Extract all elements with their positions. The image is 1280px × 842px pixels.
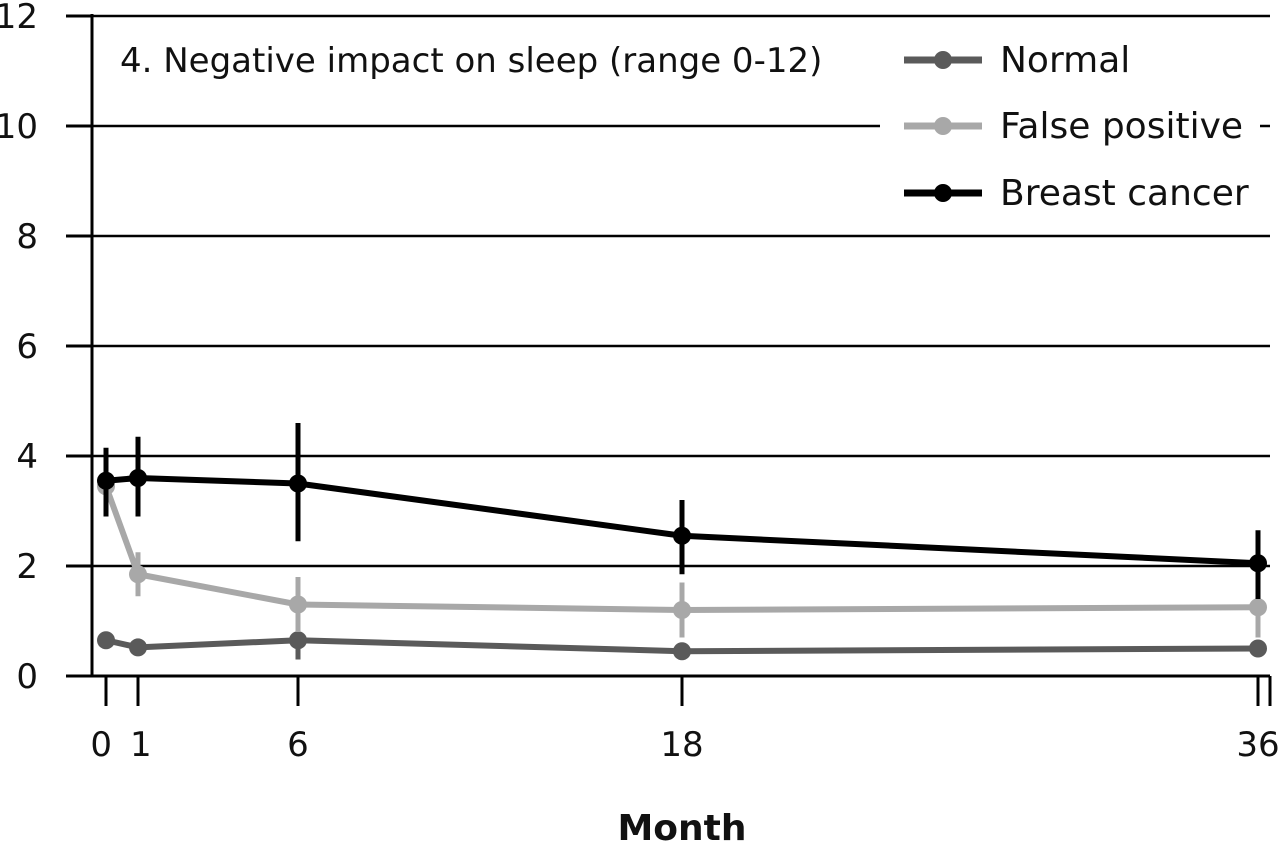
chart-title: 4. Negative impact on sleep (range 0-12) (120, 41, 822, 81)
y-tick-label-10: 10 (0, 107, 38, 147)
y-tick-label-2: 2 (16, 547, 38, 587)
legend-label-false-positive: False positive (1000, 106, 1243, 147)
data-point-false-positive-6 (289, 595, 307, 614)
data-point-breast-cancer-36 (1249, 554, 1267, 573)
legend-marker-normal (934, 51, 952, 69)
x-tick-label-0: 0 (90, 725, 112, 765)
series-layer (97, 423, 1267, 661)
y-tick-label-0: 0 (16, 657, 38, 697)
data-point-false-positive-18 (673, 601, 691, 619)
x-tick-label-1: 1 (130, 725, 152, 765)
data-point-breast-cancer-18 (673, 526, 691, 545)
data-point-normal-36 (1249, 639, 1267, 658)
grid-lines (92, 14, 1270, 568)
legend-marker-false-positive (934, 117, 952, 135)
y-tick-label-12: 12 (0, 0, 38, 37)
y-tick-label-6: 6 (16, 327, 38, 367)
x-axis-title: Month (617, 808, 746, 842)
legend-label-normal: Normal (1000, 40, 1130, 81)
legend: Normal False positive Breast cancer (904, 40, 1249, 214)
data-point-false-positive-36 (1249, 598, 1267, 617)
data-point-normal-0 (97, 631, 115, 650)
x-tick-label-18: 18 (660, 725, 703, 765)
legend-label-breast-cancer: Breast cancer (1000, 173, 1249, 214)
data-point-false-positive-1 (129, 565, 147, 584)
title-background (110, 36, 870, 106)
data-point-normal-18 (673, 642, 691, 661)
data-point-breast-cancer-6 (289, 474, 307, 493)
legend-marker-breast-cancer (934, 184, 952, 202)
x-tick-label-6: 6 (287, 725, 309, 765)
data-point-normal-6 (289, 631, 307, 650)
y-tick-label-4: 4 (16, 437, 38, 477)
data-point-normal-1 (129, 638, 147, 657)
x-tick-label-36: 36 (1236, 725, 1279, 765)
y-tick-label-8: 8 (16, 217, 38, 257)
data-point-breast-cancer-1 (129, 469, 147, 487)
data-point-breast-cancer-0 (97, 471, 115, 490)
